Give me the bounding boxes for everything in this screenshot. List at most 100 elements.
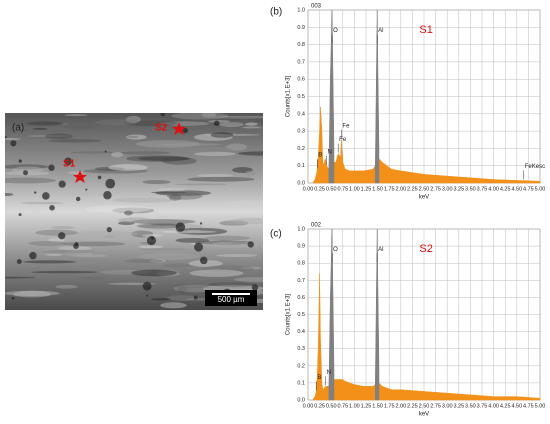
texture xyxy=(139,223,203,231)
texture xyxy=(131,230,154,238)
texture xyxy=(219,122,244,128)
x-tick-label: 4.00 xyxy=(488,403,499,409)
texture xyxy=(55,284,78,289)
texture xyxy=(254,118,263,123)
texture xyxy=(5,290,60,297)
spectrum-code: 002 xyxy=(311,223,322,229)
texture xyxy=(125,134,147,140)
texture xyxy=(126,155,188,162)
y-tick-label: 0.5 xyxy=(297,94,305,100)
spectrum-area xyxy=(328,9,380,184)
annotation-label: Al xyxy=(378,28,383,34)
texture xyxy=(160,302,187,309)
particle xyxy=(193,295,198,300)
marker-label: S1 xyxy=(63,159,76,170)
marker-star xyxy=(172,122,186,135)
texture xyxy=(40,249,96,254)
x-tick-label: 4.25 xyxy=(500,186,511,192)
texture xyxy=(194,240,252,245)
annotation-label: B xyxy=(317,375,321,381)
texture xyxy=(11,166,44,173)
texture xyxy=(229,217,263,225)
x-tick-label: 0.25 xyxy=(314,403,325,409)
panel-label: (a) xyxy=(12,123,24,134)
texture xyxy=(187,176,256,182)
x-tick-label: 5.00 xyxy=(535,403,546,409)
texture xyxy=(31,205,40,213)
y-tick-label: 0.8 xyxy=(297,42,305,48)
spectrum-code: 003 xyxy=(311,4,322,10)
texture xyxy=(5,276,36,279)
x-tick-label: 4.50 xyxy=(511,403,522,409)
particle xyxy=(251,284,259,291)
sem-image xyxy=(5,113,263,310)
x-tick-label: 4.50 xyxy=(511,186,522,192)
texture xyxy=(137,156,191,161)
texture xyxy=(22,260,77,264)
x-tick-label: 0.00 xyxy=(303,186,314,192)
texture xyxy=(64,114,88,117)
scale-bar-label: 500 µm xyxy=(218,295,245,304)
texture xyxy=(176,285,209,289)
x-tick-label: 2.25 xyxy=(407,186,418,192)
annotation-label: N xyxy=(327,370,331,376)
texture xyxy=(111,151,124,158)
y-tick-label: 0.4 xyxy=(297,329,305,335)
texture xyxy=(55,189,119,196)
y-tick-label: 0.4 xyxy=(297,111,305,117)
texture xyxy=(112,207,155,214)
particle xyxy=(74,242,79,246)
particle xyxy=(42,192,50,200)
y-tick-label: 0.8 xyxy=(297,261,305,267)
texture xyxy=(99,269,152,275)
texture xyxy=(74,254,109,258)
texture xyxy=(193,151,236,157)
texture xyxy=(64,125,95,130)
x-tick-label: 0.00 xyxy=(303,403,314,409)
x-axis-label: keV xyxy=(419,195,429,201)
particle xyxy=(175,222,186,232)
texture xyxy=(126,115,141,124)
texture xyxy=(5,177,56,184)
particle xyxy=(75,196,81,202)
particle xyxy=(146,294,149,297)
texture xyxy=(175,227,228,235)
texture xyxy=(58,122,69,125)
x-tick-label: 0.50 xyxy=(326,186,337,192)
particle xyxy=(23,170,28,176)
particle xyxy=(199,222,203,225)
texture xyxy=(176,146,234,153)
x-tick-label: 4.75 xyxy=(523,403,534,409)
x-tick-label: 3.50 xyxy=(465,403,476,409)
texture xyxy=(175,237,210,243)
texture xyxy=(5,164,49,170)
y-tick-label: 0.0 xyxy=(297,180,305,186)
particle xyxy=(150,236,155,240)
texture xyxy=(173,183,227,186)
y-tick-label: 0.0 xyxy=(297,397,305,403)
sample-label: S2 xyxy=(419,243,432,255)
texture xyxy=(124,210,133,216)
texture xyxy=(156,269,179,277)
texture xyxy=(210,241,260,249)
particle xyxy=(5,135,7,139)
x-tick-label: 2.25 xyxy=(407,403,418,409)
particle xyxy=(49,204,55,211)
particle xyxy=(10,140,17,147)
texture xyxy=(210,132,234,138)
annotation-label: FeKesc xyxy=(525,164,545,170)
texture xyxy=(5,138,22,140)
texture xyxy=(45,253,63,256)
x-tick-label: 2.50 xyxy=(419,186,430,192)
texture xyxy=(207,119,230,123)
sem-background xyxy=(5,113,263,310)
texture xyxy=(238,151,263,156)
annotation-label: Fe xyxy=(339,137,347,143)
annotation-label: Al xyxy=(378,247,383,253)
particle xyxy=(213,120,220,127)
texture xyxy=(32,127,48,130)
texture xyxy=(173,284,189,288)
x-tick-label: 0.50 xyxy=(326,403,337,409)
texture xyxy=(26,121,64,126)
particle xyxy=(142,281,152,291)
